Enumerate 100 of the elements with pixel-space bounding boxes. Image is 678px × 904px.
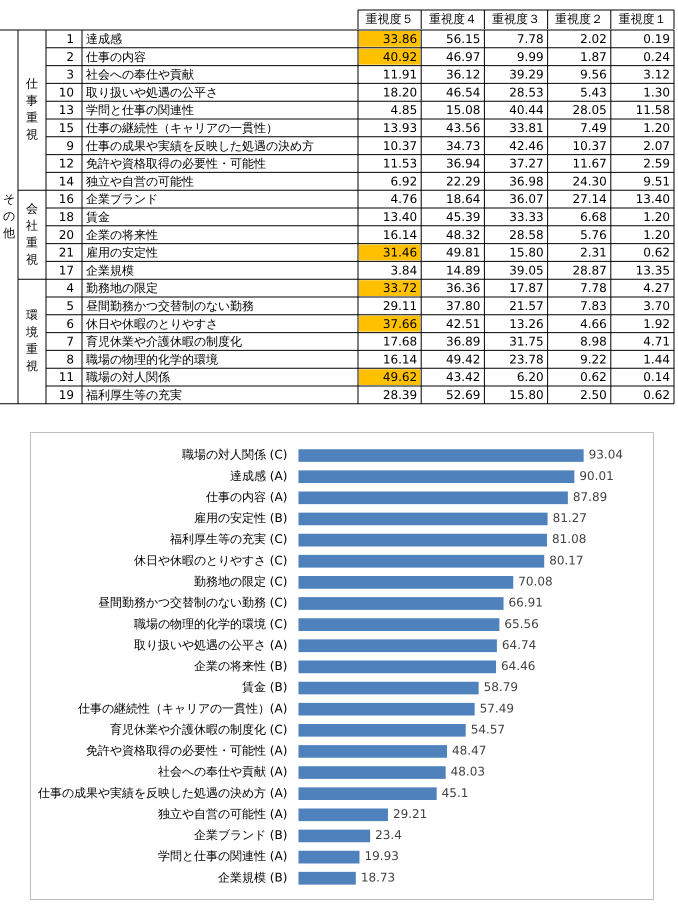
bar (298, 554, 544, 568)
data-label: 22.29 (446, 174, 480, 188)
data-label: 48.47 (452, 744, 486, 758)
y-tick-label: 企業規模 (B) (218, 870, 288, 884)
bar (298, 872, 356, 885)
y-tick-label: 仕事の内容 (85, 50, 146, 64)
data-label: 0.62 (580, 370, 607, 384)
data-label: 29.21 (392, 806, 428, 821)
text: その他 (3, 192, 15, 240)
bar (298, 639, 497, 652)
y-tick-label: 勤務地の限定 (86, 281, 158, 296)
y-tick-label: 育児休業や介護休暇の制度化 (C) (110, 722, 288, 736)
data-label: 13.40 (636, 192, 670, 206)
y-tick-label: 仕事の継続性（キャリアの一貫性） (85, 121, 278, 136)
data-label: 9.22 (580, 352, 607, 366)
y2-tick-label: 13 (58, 103, 74, 118)
data-label: 65.56 (504, 616, 539, 631)
data-label: 1.20 (643, 228, 670, 242)
bar (298, 766, 446, 779)
data-label: 40.92 (382, 50, 418, 64)
data-label: 37.80 (446, 299, 480, 314)
data-label: 13.26 (509, 316, 544, 331)
data-label: 36.07 (509, 192, 544, 206)
y-tick-label: 独立や自営の可能性 (A) (158, 806, 288, 821)
data-label: 9.51 (643, 174, 670, 188)
y-tick-label: 雇用の安定性 (86, 246, 158, 260)
data-label: 3.12 (643, 68, 670, 82)
data-label: 33.72 (382, 281, 418, 296)
bar (298, 470, 574, 484)
data-label: 36.94 (446, 156, 480, 171)
y2-tick-label: 3 (66, 68, 74, 82)
data-label: 46.54 (446, 85, 480, 100)
data-label: 64.74 (502, 638, 536, 652)
y2-tick-label: 2 (66, 50, 74, 64)
data-label: 2.31 (580, 246, 607, 260)
data-label: 40.44 (509, 103, 544, 118)
y2-tick-label: 16 (58, 192, 74, 206)
bar (298, 682, 479, 694)
data-label: 37.27 (509, 156, 544, 171)
data-label: 93.04 (588, 448, 624, 462)
y-tick-label: 仕事の内容 (A) (204, 490, 288, 504)
data-label: 57.49 (480, 701, 514, 716)
bar (298, 449, 584, 462)
data-label: 8.98 (580, 334, 607, 349)
data-label: 0.62 (643, 388, 670, 402)
data-label: 31.75 (509, 334, 544, 349)
data-label: 23.78 (509, 352, 544, 366)
data-label: 2.59 (643, 156, 670, 171)
data-label: 11.58 (636, 103, 670, 118)
y-tick-label: 免許や資格取得の必要性・可能性 (A) (86, 744, 288, 758)
data-label: 9.56 (580, 68, 607, 82)
data-label: 0.14 (643, 370, 670, 384)
data-label: 0.24 (643, 50, 670, 64)
data-label: 13.40 (382, 210, 418, 224)
y-tick-label: 社会への奉仕や貢献 (A) (158, 764, 288, 779)
y2-tick-label: 20 (58, 228, 74, 242)
data-label: 13.35 (636, 263, 670, 278)
data-label: 52.69 (446, 388, 480, 402)
data-label: 45.1 (442, 786, 468, 800)
data-label: 49.81 (446, 246, 480, 260)
data-label: 64.46 (501, 659, 536, 674)
data-label: 1.20 (643, 210, 670, 224)
y-tick-label: 仕事の継続性（キャリアの一貫性）(A) (76, 701, 288, 716)
data-label: 23.4 (375, 828, 402, 842)
data-label: 39.29 (509, 68, 544, 82)
data-label: 90.01 (579, 468, 614, 483)
data-label: 4.76 (390, 192, 418, 206)
data-label: 3.84 (390, 263, 418, 278)
text: 環境重視 (25, 308, 38, 374)
y2-tick-label: 17 (58, 263, 74, 278)
data-label: 11.67 (572, 156, 607, 171)
data-label: 1.30 (643, 85, 670, 100)
x-tick-label: 重視度２ (555, 12, 604, 26)
data-label: 18.73 (360, 870, 396, 884)
data-label: 16.14 (382, 228, 418, 242)
bar (298, 702, 475, 716)
data-label: 43.56 (446, 121, 480, 136)
data-label: 28.39 (382, 388, 418, 402)
bar (298, 808, 388, 822)
data-label: 4.71 (643, 334, 670, 349)
y2-tick-label: 6 (66, 316, 74, 331)
y-tick-label: 企業の将来性 (86, 228, 158, 242)
x-tick-label: 重視度４ (428, 12, 477, 26)
y-tick-label: 独立や自営の可能性 (86, 174, 194, 188)
data-label: 28.58 (509, 228, 544, 242)
data-label: 11.53 (382, 156, 418, 171)
text: 会社重視 (26, 201, 38, 266)
data-label: 42.51 (446, 316, 480, 331)
bar (298, 660, 496, 674)
y-tick-label: 達成感 (86, 32, 122, 46)
data-label: 80.17 (549, 553, 584, 568)
data-label: 7.83 (580, 299, 607, 314)
data-label: 27.14 (572, 192, 607, 206)
data-label: 3.70 (643, 299, 670, 314)
y2-tick-label: 11 (58, 370, 74, 384)
data-label: 48.03 (450, 764, 486, 779)
data-label: 81.08 (552, 532, 586, 546)
data-label: 33.81 (509, 121, 544, 136)
bar (298, 576, 514, 589)
bar (298, 534, 547, 546)
